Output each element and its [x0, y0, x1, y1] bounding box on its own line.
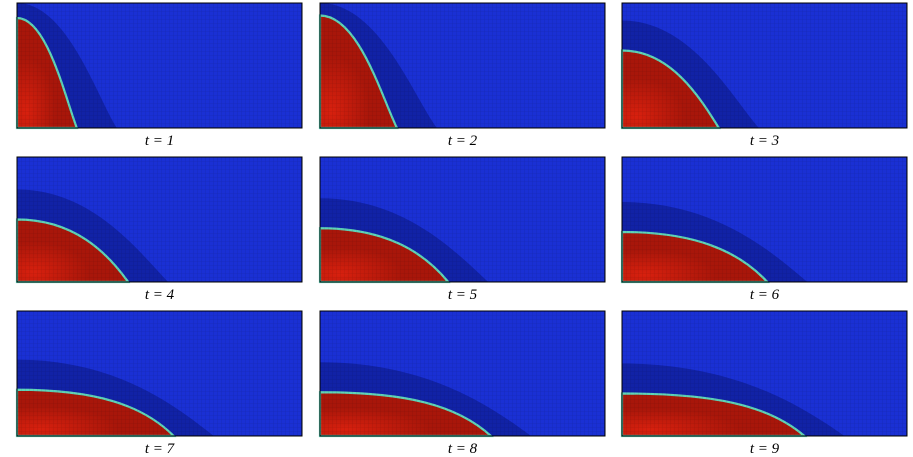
mesh [320, 3, 605, 128]
mesh [17, 3, 302, 128]
frame [621, 2, 908, 129]
frame [319, 156, 606, 283]
frame [16, 2, 303, 129]
mesh [622, 311, 907, 436]
panel: t = 2 [318, 2, 606, 149]
mesh [17, 311, 302, 436]
panel: t = 6 [620, 156, 908, 303]
mesh [622, 3, 907, 128]
caption: t = 4 [145, 287, 175, 303]
caption: t = 3 [750, 133, 779, 149]
mesh [622, 157, 907, 282]
caption: t = 7 [145, 441, 176, 457]
frame [319, 2, 606, 129]
caption: t = 6 [750, 287, 780, 303]
frame [16, 156, 303, 283]
frame [319, 310, 606, 437]
caption: t = 5 [448, 287, 478, 303]
caption: t = 8 [448, 441, 478, 457]
mesh [320, 311, 605, 436]
panel: t = 3 [620, 2, 908, 149]
panel: t = 1 [15, 2, 303, 149]
frame [16, 310, 303, 437]
frame [621, 310, 908, 437]
caption: t = 2 [448, 133, 478, 149]
caption: t = 1 [145, 133, 174, 149]
mesh [17, 157, 302, 282]
panel: t = 8 [318, 310, 606, 457]
panel: t = 9 [620, 310, 908, 457]
panel: t = 4 [15, 156, 303, 303]
frame [621, 156, 908, 283]
mesh [320, 157, 605, 282]
caption: t = 9 [750, 441, 780, 457]
panel: t = 5 [318, 156, 606, 303]
panel: t = 7 [15, 310, 303, 457]
